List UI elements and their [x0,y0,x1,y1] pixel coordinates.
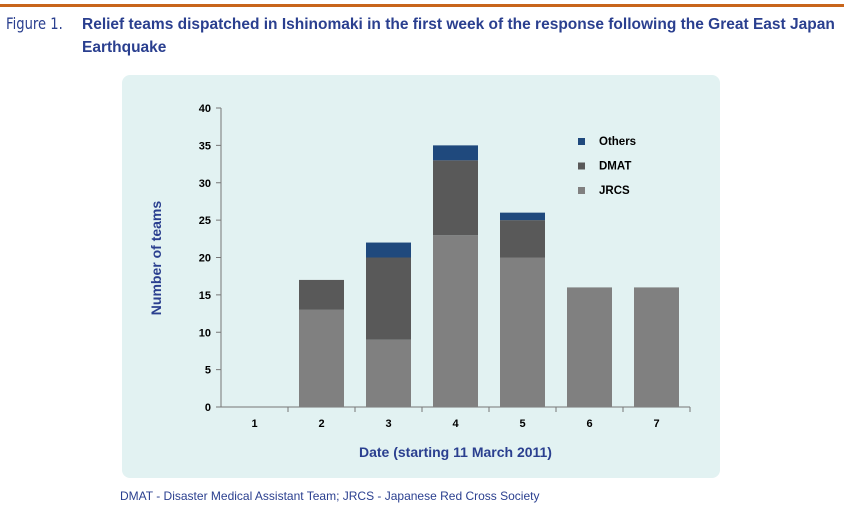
y-tick-label: 10 [199,327,211,339]
figure-caption: Relief teams dispatched in Ishinomaki in… [82,16,835,56]
top-rule [0,4,844,7]
bar-jrcs [366,339,411,407]
x-tick-label: 5 [519,418,525,430]
x-tick-label: 6 [586,418,592,430]
legend-swatch [578,187,585,194]
legend-label: JRCS [599,185,630,197]
footnote: DMAT - Disaster Medical Assistant Team; … [120,489,540,503]
bar-jrcs [299,309,344,407]
y-tick-label: 20 [199,253,211,265]
x-axis-label: Date (starting 11 March 2011) [359,444,552,460]
y-tick-label: 0 [205,402,211,414]
legend-label: Others [599,136,636,148]
y-tick-label: 15 [199,290,211,302]
chart-panel [122,75,720,478]
bar-dmat [500,220,545,258]
y-axis-label: Number of teams [148,201,164,316]
y-tick-label: 30 [199,178,211,190]
bar-jrcs [567,287,612,407]
x-tick-label: 3 [385,418,391,430]
y-tick-label: 5 [205,365,211,377]
y-tick-label: 35 [199,140,211,152]
legend-swatch [578,162,585,170]
bar-others [433,145,478,161]
x-tick-label: 7 [653,418,659,430]
bar-dmat [299,279,344,310]
y-tick-label: 40 [199,103,211,115]
bar-jrcs [433,235,478,407]
legend-swatch [578,138,585,145]
x-tick-label: 4 [452,418,459,430]
x-tick-label: 2 [318,418,324,430]
bar-others [366,242,411,258]
bar-jrcs [500,257,545,407]
bar-jrcs [634,287,679,407]
y-tick-label: 25 [199,215,211,227]
legend-label: DMAT [599,161,631,173]
x-tick-label: 1 [251,418,257,430]
bar-dmat [366,257,411,340]
bar-others [500,212,545,221]
figure-label: Figure 1. [6,14,63,33]
bar-dmat [433,160,478,236]
